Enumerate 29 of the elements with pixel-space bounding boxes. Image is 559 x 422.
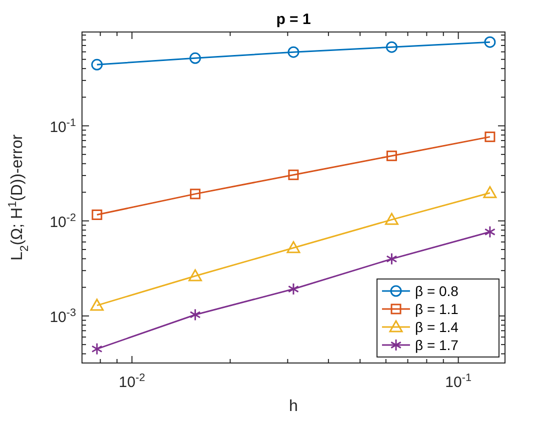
- point: [484, 36, 496, 48]
- point: [386, 41, 398, 53]
- point: [288, 46, 300, 58]
- point: [90, 298, 104, 311]
- point: [483, 186, 497, 198]
- chart-title: p = 1: [276, 11, 311, 28]
- y-tick-label: 10$^{-2}$: [50, 212, 76, 231]
- point: [484, 132, 496, 142]
- point: [189, 52, 201, 64]
- point: [91, 58, 103, 70]
- point: [288, 282, 300, 296]
- point: [190, 188, 200, 200]
- point: [386, 252, 398, 266]
- point: [91, 342, 103, 356]
- point: [190, 308, 201, 321]
- legend-label: β = 1.1: [415, 301, 459, 317]
- point: [384, 212, 398, 225]
- point: [386, 150, 397, 162]
- y-tick-label: 10$^{-3}$: [50, 306, 76, 326]
- point: [286, 241, 300, 254]
- legend-label: β = 1.4: [415, 319, 459, 335]
- legend-label: β = 1.7: [415, 337, 459, 353]
- y-tick-label: 10$^{-1}$: [50, 116, 76, 136]
- x-axis-title: h: [289, 398, 298, 415]
- legend-label: β = 0.8: [415, 283, 459, 299]
- point: [92, 210, 102, 220]
- point: [288, 170, 299, 180]
- point: [484, 226, 496, 238]
- point: [188, 269, 202, 282]
